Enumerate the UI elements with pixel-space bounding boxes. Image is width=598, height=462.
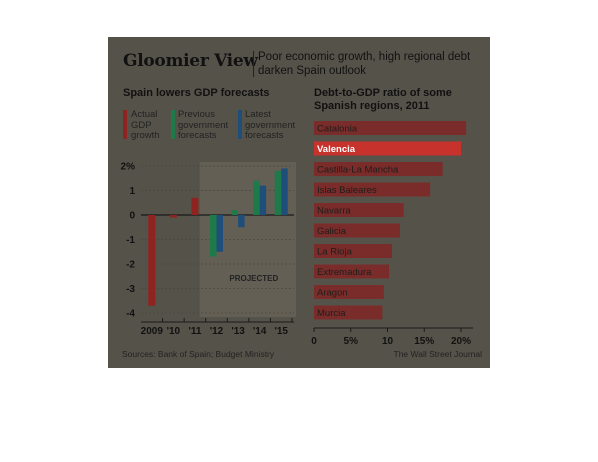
region-bar: [314, 305, 383, 320]
region-label: La Rioja: [317, 247, 353, 258]
bar-previous: [253, 180, 260, 215]
region-label: Catalonia: [317, 124, 358, 135]
x-tick-label: 10: [382, 336, 394, 347]
region-label: Valencia: [317, 144, 356, 155]
legend-swatch-actual: [123, 110, 127, 139]
projected-label: PROJECTED: [229, 274, 278, 283]
bar-latest: [281, 168, 288, 215]
legend-label-latest: Latest government forecasts: [245, 109, 296, 141]
region-bar: [314, 285, 384, 299]
region-bar-highlight: [314, 141, 461, 156]
region-bar: [314, 264, 389, 279]
y-tick-label: -4: [126, 309, 135, 320]
region-label: Islas Baleares: [317, 185, 377, 196]
chart-panel: PROJECTED 2% 1 0 -1 -2 -3 -4 2009'10'11'12'13'14…: [108, 37, 490, 368]
page-subtitle: Poor economic growth, high regional debt…: [258, 51, 471, 77]
x-tick-label: 15%: [414, 336, 434, 347]
x-tick-label: '14: [253, 326, 267, 337]
legend-swatch-previous: [171, 110, 175, 139]
region-label: Castilla-La Mancha: [317, 165, 399, 176]
x-tick-label: '15: [274, 326, 288, 337]
x-tick-label: '13: [231, 326, 245, 337]
bar-actual: [169, 215, 177, 218]
region-bar: [314, 182, 431, 197]
credit-note: The Wall Street Journal: [393, 349, 483, 359]
x-tick-label: 2009: [141, 326, 164, 337]
bar-previous: [274, 170, 282, 215]
region-bar: [314, 162, 443, 176]
region-bar: [314, 121, 467, 135]
title-divider: [253, 51, 254, 77]
left-chart-title: Spain lowers GDP forecasts: [123, 87, 270, 99]
region-label: Aragon: [317, 288, 348, 299]
source-note: Sources: Bank of Spain; Budget Ministry: [122, 349, 275, 359]
x-tick-label: '12: [210, 326, 224, 337]
legend-swatch-latest: [238, 110, 242, 139]
bar-latest: [216, 215, 223, 252]
x-tick-label: 0: [311, 336, 317, 347]
region-label: Navarra: [317, 206, 352, 217]
y-tick-label: -1: [126, 235, 135, 246]
bar-actual: [191, 197, 199, 215]
region-bar: [314, 244, 392, 258]
legend-label-previous: Previous government forecasts: [178, 109, 229, 141]
y-tick-label: 1: [129, 186, 135, 197]
x-tick-label: 20%: [451, 336, 471, 347]
region-bar: [314, 203, 404, 217]
region-label: Galicia: [317, 226, 347, 237]
legend-label-actual: Actual GDP growth: [131, 109, 160, 141]
y-tick-label: 0: [129, 211, 135, 222]
bar-previous: [231, 210, 239, 215]
page-title: Gloomier View: [123, 51, 258, 71]
bar-latest: [259, 185, 267, 215]
region-bar: [314, 223, 400, 238]
bar-previous: [210, 215, 217, 257]
region-label: Extremadura: [317, 267, 372, 278]
y-tick-label: 2%: [121, 162, 136, 173]
bar-latest: [238, 215, 245, 228]
x-tick-label: '11: [188, 326, 201, 337]
x-tick-label: 5%: [344, 336, 359, 347]
y-tick-label: -2: [126, 260, 135, 271]
bar-actual: [148, 215, 156, 306]
right-chart-title: Debt-to-GDP ratio of some Spanish region…: [314, 87, 452, 112]
region-label: Murcia: [317, 308, 346, 319]
y-tick-label: -3: [126, 284, 135, 295]
x-tick-label: '10: [167, 326, 181, 337]
chart-canvas: PROJECTED2%10-1-2-3-42009'10'11'12'13'14…: [121, 121, 473, 347]
